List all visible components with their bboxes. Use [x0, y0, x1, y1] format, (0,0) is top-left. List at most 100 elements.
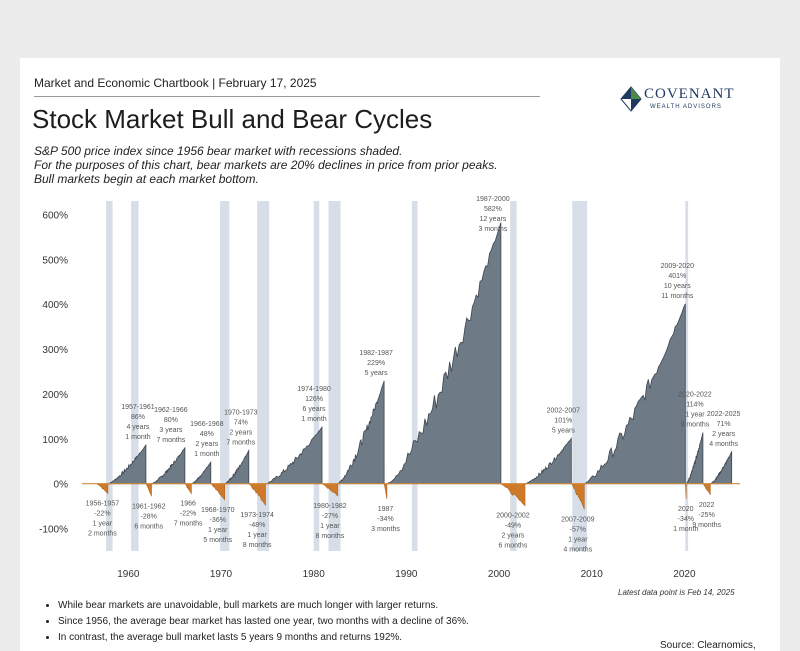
logo-name: COVENANT: [644, 86, 735, 102]
bull-market-label: 7 months: [156, 437, 185, 444]
bull-market-label: 229%: [367, 360, 385, 367]
bull-market-label: 4 years: [126, 424, 149, 431]
subtitle-line-1: S&P 500 price index since 1956 bear mark…: [34, 144, 403, 158]
x-tick-label: 1990: [395, 569, 418, 580]
bull-market-area: [710, 450, 733, 485]
bull-market-label: 5 years: [365, 370, 388, 377]
bear-market-label: -34%: [377, 516, 393, 523]
y-tick-label: 0%: [54, 480, 69, 491]
bear-market-label: 2022: [699, 502, 715, 509]
bull-market-area: [191, 460, 212, 485]
bull-market-label: 6 years: [303, 406, 326, 413]
bull-market-label: 74%: [234, 419, 248, 426]
recession-band: [572, 201, 588, 551]
bear-market-label: 6 months: [134, 523, 163, 530]
header-divider: [34, 96, 540, 97]
summary-bullet: Since 1956, the average bear market has …: [58, 614, 469, 630]
x-tick-label: 1970: [210, 569, 233, 580]
bear-market-label: 8 months: [316, 533, 345, 540]
recession-band: [257, 201, 270, 551]
y-tick-label: 200%: [42, 390, 68, 401]
subtitle-line-2: For the purposes of this chart, bear mar…: [34, 158, 498, 172]
bear-market-label: 9 months: [692, 522, 721, 529]
summary-bullets: While bear markets are unavoidable, bull…: [42, 598, 469, 646]
bull-market-label: 2002-2007: [547, 407, 581, 414]
recession-band: [411, 201, 418, 551]
x-tick-label: 1960: [117, 569, 140, 580]
covenant-logo: COVENANT WEALTH ADVISORS: [620, 86, 770, 118]
x-tick-label: 2010: [581, 569, 604, 580]
summary-bullet: In contrast, the average bull market las…: [58, 630, 469, 646]
bear-market-label: 1 year: [247, 532, 267, 539]
chart-subtitle: S&P 500 price index since 1956 bear mark…: [34, 144, 498, 186]
bear-market-label: 1 month: [673, 526, 698, 533]
bear-market-label: 4 months: [563, 546, 592, 553]
bear-market-label: 1966: [180, 501, 196, 508]
bear-market-label: -27%: [322, 513, 338, 520]
recession-band: [220, 201, 230, 551]
bull-market-label: 2 years: [195, 441, 218, 448]
bear-market-label: -22%: [94, 511, 110, 518]
recession-band: [106, 201, 113, 551]
bear-market-area: [383, 483, 388, 499]
bear-market-area: [570, 483, 585, 510]
bear-market-label: 1 year: [93, 521, 113, 528]
bear-market-area: [702, 483, 711, 496]
bull-market-label: 1962-1966: [154, 407, 188, 414]
bear-market-label: 6 months: [499, 543, 528, 550]
bull-market-label: 1957-1961: [121, 404, 155, 411]
bull-market-label: 80%: [164, 417, 178, 424]
bull-market-area: [336, 380, 385, 485]
bull-market-area: [386, 222, 502, 485]
bull-market-label: 2009-2020: [661, 263, 695, 270]
bull-market-label: 2 years: [712, 431, 735, 438]
bear-market-label: 1 year: [568, 536, 588, 543]
bear-market-area: [321, 483, 339, 497]
bull-market-label: 86%: [131, 414, 145, 421]
x-tick-label: 1980: [303, 569, 326, 580]
bull-market-label: 126%: [305, 396, 323, 403]
bull-market-label: 101%: [554, 417, 572, 424]
diamond-compass-icon: [620, 86, 642, 112]
bear-market-label: -25%: [698, 512, 714, 519]
bear-market-label: 1961-1962: [132, 503, 166, 510]
y-tick-label: -100%: [39, 525, 68, 536]
bull-market-label: 3 months: [478, 226, 507, 233]
bull-market-label: 12 years: [479, 216, 506, 223]
bull-market-label: 1982-1987: [359, 350, 393, 357]
bear-market-label: 2 months: [88, 531, 117, 538]
latest-data-note: Latest data point is Feb 14, 2025: [618, 588, 735, 597]
bull-market-area: [107, 443, 147, 485]
source-note: Source: Clearnomics,: [660, 640, 756, 651]
x-tick-label: 2020: [673, 569, 696, 580]
bear-market-label: -22%: [180, 511, 196, 518]
subtitle-line-3: Bull markets begin at each market bottom…: [34, 172, 259, 186]
bull-market-label: 1966-1968: [190, 421, 224, 428]
bull-market-label: 2 years: [229, 429, 252, 436]
bear-market-label: 8 months: [243, 542, 272, 549]
chartbook-header: Market and Economic Chartbook | February…: [34, 76, 317, 90]
y-tick-label: 500%: [42, 255, 68, 266]
recession-band: [313, 201, 320, 551]
bull-market-label: 1974-1980: [297, 386, 331, 393]
bear-market-label: -28%: [141, 513, 157, 520]
bear-market-area: [184, 483, 192, 495]
bull-market-label: 1 month: [301, 416, 326, 423]
bull-market-area: [524, 437, 572, 485]
bull-market-label: 5 years: [552, 427, 575, 434]
bear-market-label: 1987: [378, 506, 394, 513]
bull-market-area: [583, 303, 686, 485]
bear-market-area: [210, 483, 226, 501]
bear-market-label: -49%: [505, 523, 521, 530]
bull-market-area: [224, 448, 250, 485]
recession-band: [328, 201, 341, 551]
chart-page: Market and Economic Chartbook | February…: [20, 58, 780, 651]
bear-market-label: 5 months: [203, 537, 232, 544]
bear-market-label: -48%: [249, 522, 265, 529]
bear-market-label: -36%: [210, 517, 226, 524]
bear-market-label: 2007-2009: [561, 516, 595, 523]
bull-market-label: 71%: [717, 421, 731, 428]
y-tick-label: 100%: [42, 435, 68, 446]
bull-market-label: 4 months: [709, 441, 738, 448]
bull-market-label: 2022-2025: [707, 411, 741, 418]
